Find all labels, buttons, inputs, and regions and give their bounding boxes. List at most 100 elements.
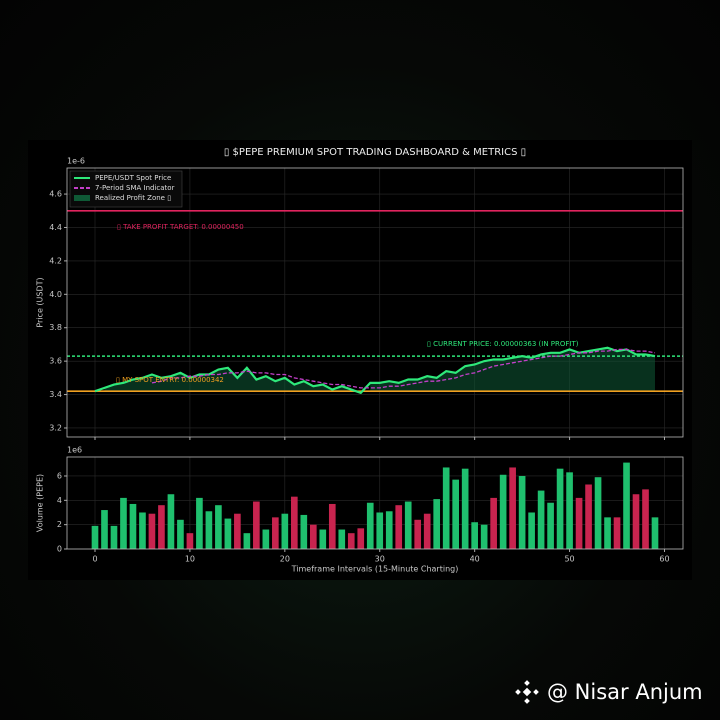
- y-tick-label: 3.4: [49, 390, 62, 399]
- volume-bar: [566, 472, 573, 549]
- volume-bar: [139, 512, 146, 549]
- chart-title: ▯ $PEPE PREMIUM SPOT TRADING DASHBOARD &…: [224, 147, 526, 158]
- volume-bar: [205, 511, 213, 549]
- y-tick-label: 6: [57, 471, 62, 480]
- volume-bar: [319, 529, 327, 549]
- volume-bar: [338, 529, 346, 549]
- y-tick-label: 4.4: [49, 223, 62, 232]
- volume-bar: [518, 475, 526, 549]
- volume-bar: [585, 484, 592, 549]
- profit-zone: [104, 347, 656, 392]
- volume-bar: [395, 505, 403, 549]
- volume-bar: [433, 499, 441, 549]
- x-tick-label: 50: [564, 555, 574, 564]
- volume-bar: [461, 468, 469, 549]
- volume-bar: [253, 501, 260, 549]
- volume-bar: [632, 494, 640, 549]
- volume-bar: [309, 524, 317, 549]
- volume-bar: [575, 497, 583, 549]
- y-tick-label: 3.2: [49, 423, 62, 432]
- x-tick-label: 20: [280, 555, 290, 564]
- volume-bar: [452, 479, 459, 549]
- volume-bar: [224, 518, 232, 549]
- volume-bar: [642, 489, 649, 549]
- y-axis-label: Price (USDT): [36, 277, 45, 327]
- volume-bar: [328, 503, 336, 549]
- x-tick-label: 0: [92, 555, 97, 564]
- volume-bar: [651, 517, 659, 549]
- volume-bar: [613, 517, 621, 549]
- y-axis-label: Volume (PEPE): [36, 474, 45, 532]
- x-tick-label: 10: [185, 555, 195, 564]
- volume-bar: [556, 468, 564, 549]
- x-tick-label: 60: [659, 555, 669, 564]
- volume-bar: [547, 502, 554, 549]
- volume-bar: [177, 519, 184, 549]
- volume-bar: [385, 511, 393, 549]
- volume-bar: [110, 525, 118, 549]
- y-tick-label: 3.8: [49, 323, 62, 332]
- series-line: [151, 348, 656, 389]
- legend-label: PEPE/USDT Spot Price: [95, 174, 171, 182]
- watermark-logo: [515, 680, 539, 704]
- volume-bar: [129, 503, 137, 549]
- watermark: @ Nisar Anjum: [547, 680, 703, 704]
- volume-bar: [357, 528, 365, 549]
- legend-label: 7-Period SMA Indicator: [95, 184, 175, 192]
- volume-bar: [471, 522, 478, 549]
- volume-bar: [243, 533, 251, 549]
- volume-bar: [604, 517, 611, 549]
- volume-bar: [376, 512, 384, 549]
- volume-bar: [120, 497, 127, 549]
- volume-bar: [404, 501, 412, 549]
- x-tick-label: 40: [470, 555, 480, 564]
- y-tick-label: 4.2: [49, 256, 62, 265]
- legend-swatch: [74, 195, 90, 201]
- plot-frame: [66, 167, 684, 438]
- volume-bar: [442, 467, 450, 549]
- volume-bar: [414, 519, 422, 549]
- annotation: ▯ CURRENT PRICE: 0.00000363 (IN PROFIT): [427, 340, 579, 348]
- volume-bar: [366, 502, 374, 549]
- volume-bar: [499, 474, 507, 549]
- legend-label: Realized Profit Zone ▯: [95, 194, 171, 202]
- volume-bar: [423, 513, 431, 549]
- volume-bar: [291, 496, 298, 549]
- volume-bar: [623, 462, 630, 549]
- annotation: ▯ TAKE PROFIT TARGET: 0.00000450: [117, 223, 244, 231]
- volume-bar: [101, 510, 108, 549]
- volume-bar: [158, 505, 165, 549]
- volume-bar: [196, 497, 203, 549]
- volume-bar: [300, 514, 308, 549]
- annotation: ▯ MY SPOT ENTRY: 0.00000342: [116, 376, 224, 384]
- plot-frame: [66, 456, 684, 550]
- volume-bar: [215, 505, 222, 549]
- volume-bar: [528, 512, 535, 549]
- y-tick-label: 3.6: [49, 357, 62, 366]
- volume-bar: [186, 533, 194, 549]
- y-tick-label: 4: [57, 496, 62, 505]
- x-axis-label: Timeframe Intervals (15-Minute Charting): [291, 565, 459, 574]
- y-offset-label: 1e6: [67, 446, 82, 455]
- volume-bar: [594, 477, 602, 549]
- x-tick-label: 30: [375, 555, 385, 564]
- y-offset-label: 1e-6: [67, 157, 85, 166]
- y-tick-label: 4.0: [49, 290, 62, 299]
- volume-bar: [148, 513, 156, 549]
- volume-bar: [91, 525, 99, 549]
- y-tick-label: 0: [57, 545, 62, 554]
- volume-bar: [272, 517, 279, 549]
- volume-bar: [281, 513, 289, 549]
- volume-bar: [262, 529, 270, 549]
- volume-bar: [509, 467, 516, 549]
- y-tick-label: 2: [57, 520, 62, 529]
- volume-bar: [537, 490, 545, 549]
- volume-bar: [347, 533, 355, 549]
- volume-bar: [480, 524, 488, 549]
- volume-bar: [167, 494, 175, 549]
- volume-bar: [234, 513, 241, 549]
- y-tick-label: 4.6: [49, 190, 62, 199]
- volume-bar: [490, 497, 497, 549]
